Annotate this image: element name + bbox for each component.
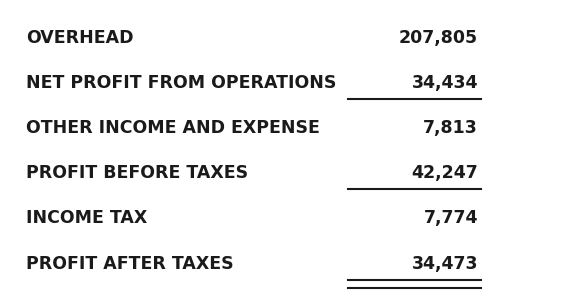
Text: PROFIT BEFORE TAXES: PROFIT BEFORE TAXES: [26, 164, 248, 182]
Text: NET PROFIT FROM OPERATIONS: NET PROFIT FROM OPERATIONS: [26, 74, 336, 92]
Text: OVERHEAD: OVERHEAD: [26, 29, 133, 47]
Text: 7,813: 7,813: [423, 119, 478, 137]
Text: 34,434: 34,434: [411, 74, 478, 92]
Text: INCOME TAX: INCOME TAX: [26, 209, 147, 228]
Text: 207,805: 207,805: [399, 29, 478, 47]
Text: OTHER INCOME AND EXPENSE: OTHER INCOME AND EXPENSE: [26, 119, 320, 137]
Text: PROFIT AFTER TAXES: PROFIT AFTER TAXES: [26, 255, 233, 273]
Text: 34,473: 34,473: [411, 255, 478, 273]
Text: 7,774: 7,774: [424, 209, 478, 228]
Text: 42,247: 42,247: [411, 164, 478, 182]
